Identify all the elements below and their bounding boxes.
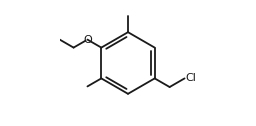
Text: O: O xyxy=(83,35,92,45)
Text: Cl: Cl xyxy=(186,73,197,83)
